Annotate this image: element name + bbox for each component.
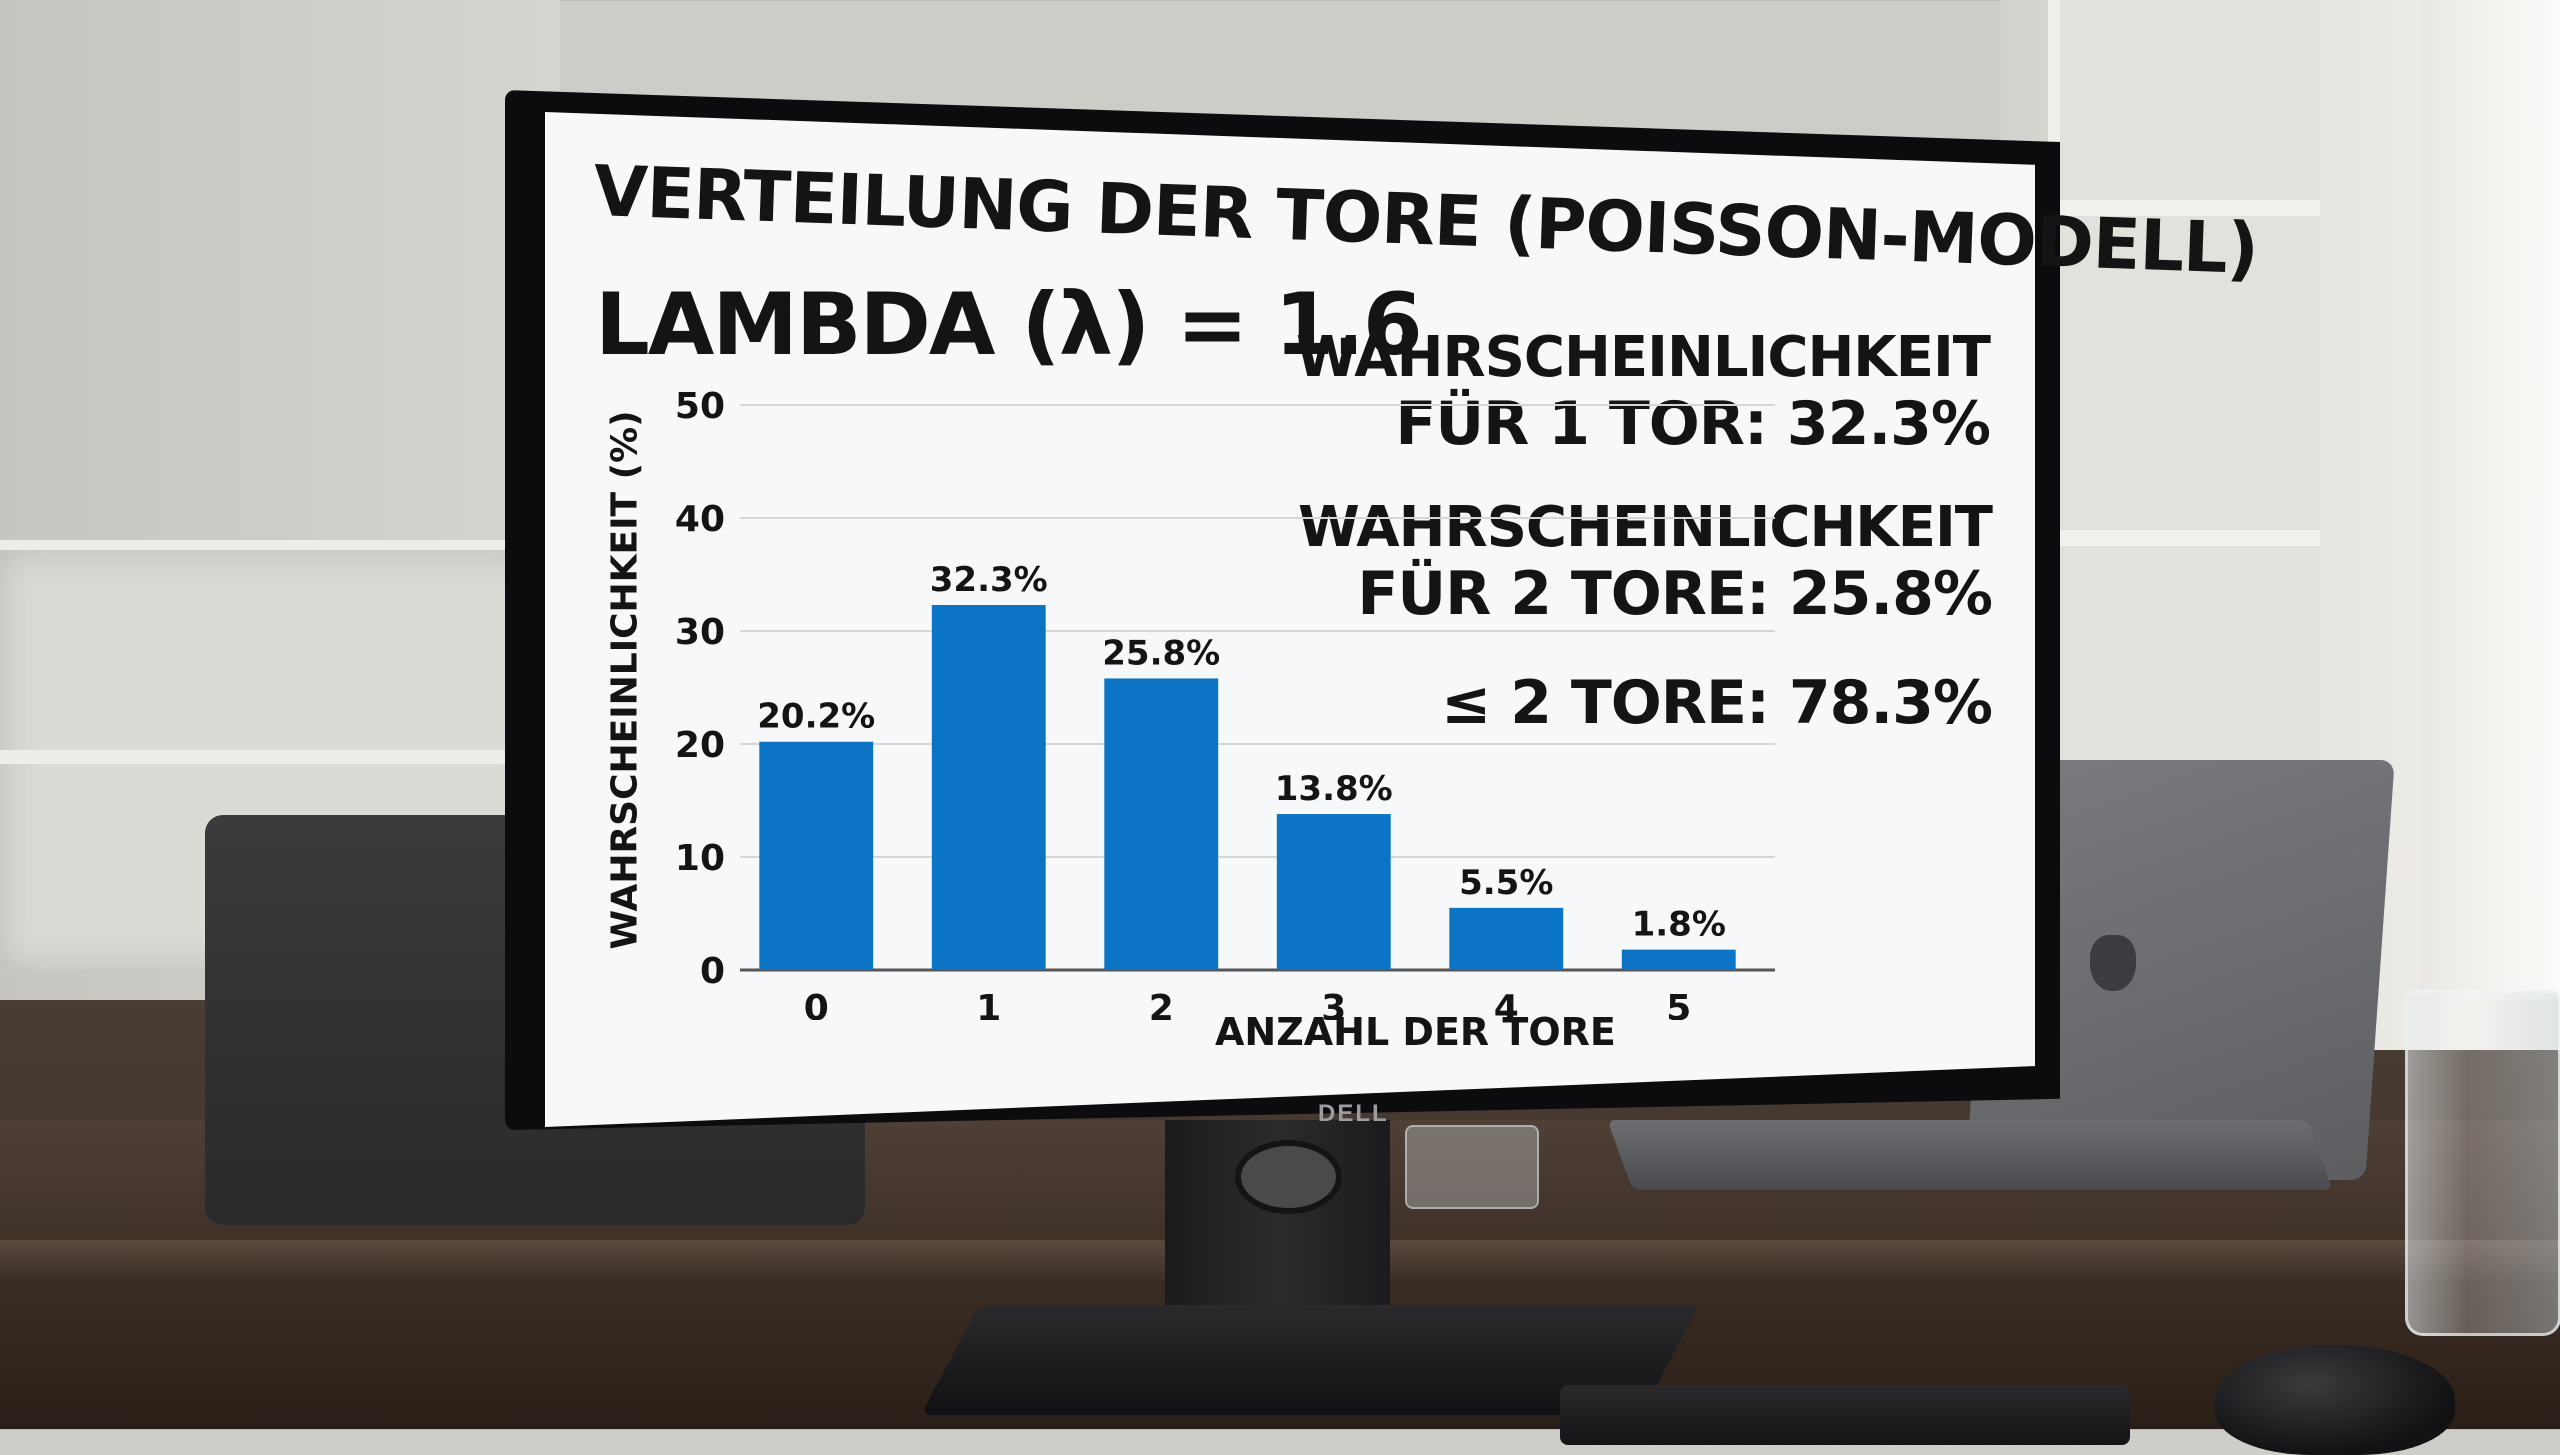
x-tick-label-4: 4 bbox=[1494, 988, 1519, 1020]
data-label-4: 5.5% bbox=[1459, 863, 1553, 903]
x-tick-label-0: 0 bbox=[804, 988, 829, 1020]
data-label-5: 1.8% bbox=[1632, 905, 1726, 945]
bar-4 bbox=[1449, 907, 1564, 970]
shelf-board bbox=[2060, 200, 2320, 216]
bar-5 bbox=[1621, 949, 1736, 970]
x-axis-label: ANZAHL DER TORE bbox=[1215, 1010, 1616, 1054]
shelf-board bbox=[0, 750, 540, 764]
x-tick-label-1: 1 bbox=[976, 988, 1001, 1020]
laptop-right-base bbox=[1607, 1120, 2333, 1190]
apple-logo-icon bbox=[2090, 935, 2136, 991]
water-glass bbox=[2405, 990, 2560, 1336]
annotation-prob-2-line1: WAHRSCHEINLICHKEIT bbox=[1297, 495, 1993, 560]
y-tick-label: 20 bbox=[675, 725, 725, 766]
mouse bbox=[2215, 1345, 2455, 1455]
y-tick-label: 50 bbox=[675, 386, 725, 427]
annotation-prob-1-line1: WAHRSCHEINLICHKEIT bbox=[1295, 325, 1991, 390]
bar-0 bbox=[759, 741, 874, 970]
annotation-prob-le-2-text: ≤ 2 TORE: 78.3% bbox=[1441, 668, 1993, 738]
keyboard bbox=[1560, 1385, 2130, 1445]
bar-3 bbox=[1276, 814, 1391, 970]
annotation-prob-2-line2: FÜR 2 TORE: 25.8% bbox=[1357, 559, 1993, 629]
y-tick-label: 40 bbox=[675, 499, 725, 540]
bar-chart: 0 10 20 30 40 50 20.2% 0 32.3% 1 25.8% 2 13.8% 3 5.5% 4… bbox=[675, 386, 1775, 1020]
annotation-prob-le-2-goals: ≤ 2 TORE: 78.3% bbox=[1441, 668, 1993, 738]
x-tick-label-5: 5 bbox=[1666, 988, 1691, 1020]
bar-2 bbox=[1104, 678, 1219, 970]
y-tick-label: 30 bbox=[675, 612, 725, 653]
annotation-prob-2-goals: WAHRSCHEINLICHKEIT FÜR 2 TORE: 25.8% bbox=[1297, 495, 1993, 629]
lambda-label: LAMBDA (λ) = 1.6 bbox=[595, 275, 1423, 375]
annotation-prob-1-goal: WAHRSCHEINLICHKEIT FÜR 1 TOR: 32.3% bbox=[1295, 325, 1991, 459]
shelf-board bbox=[2060, 530, 2320, 546]
monitor-stand-cable-hole bbox=[1235, 1140, 1342, 1214]
water-glass-small bbox=[1405, 1125, 1539, 1209]
data-label-0: 20.2% bbox=[757, 697, 875, 737]
x-tick-label-2: 2 bbox=[1149, 988, 1174, 1020]
background-window bbox=[2420, 0, 2560, 1000]
annotation-prob-1-line2: FÜR 1 TOR: 32.3% bbox=[1395, 389, 1991, 459]
background-shelf-right bbox=[2048, 0, 2320, 900]
data-label-3: 13.8% bbox=[1275, 769, 1393, 809]
data-label-2: 25.8% bbox=[1102, 633, 1220, 673]
y-tick-label: 0 bbox=[700, 951, 725, 992]
data-label-1: 32.3% bbox=[930, 560, 1048, 600]
x-tick-label-3: 3 bbox=[1321, 988, 1346, 1020]
bar-1 bbox=[931, 605, 1046, 970]
y-tick-label: 10 bbox=[675, 838, 725, 879]
monitor-brand-logo: DELL bbox=[1318, 1100, 1389, 1127]
